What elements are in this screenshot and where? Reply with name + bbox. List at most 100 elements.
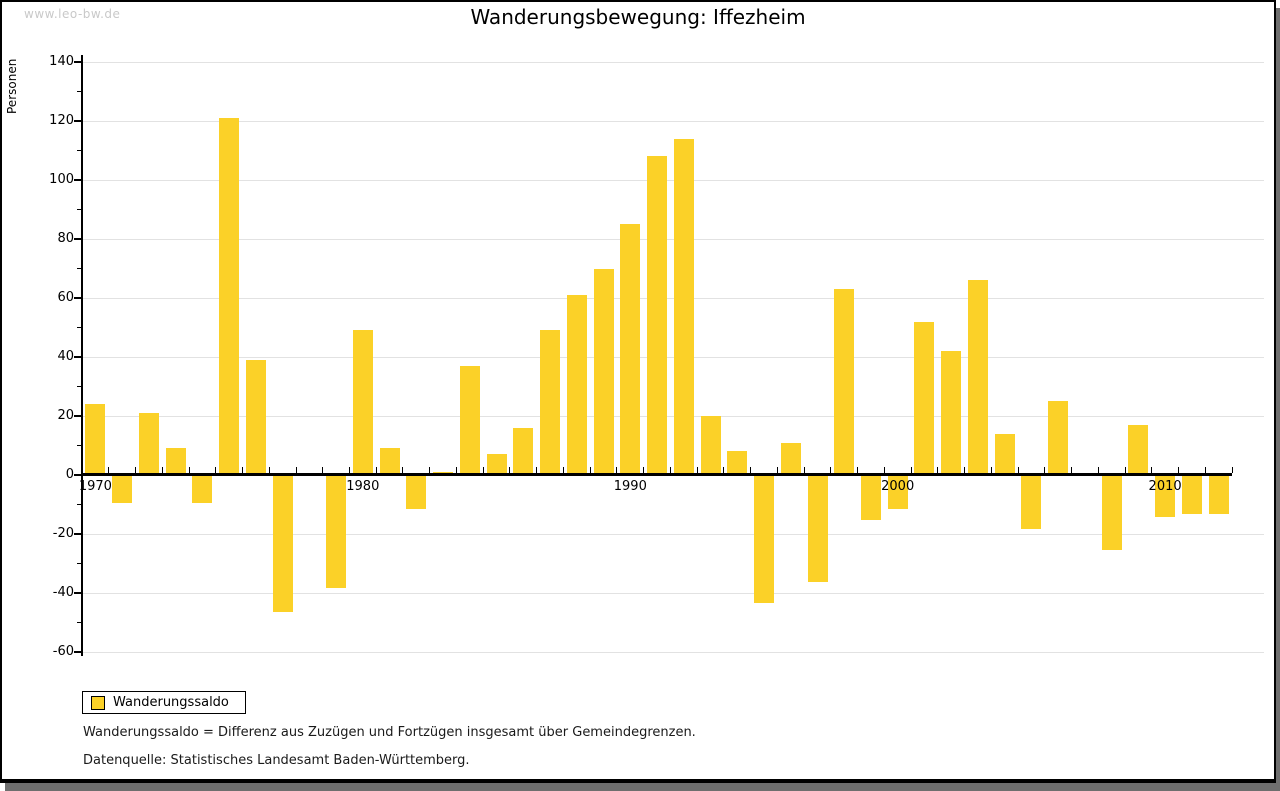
x-tick xyxy=(402,467,404,473)
y-tick-minor xyxy=(77,445,81,446)
bar xyxy=(486,454,507,476)
y-tick-label: 20 xyxy=(57,408,74,423)
bar xyxy=(861,476,881,521)
x-tick xyxy=(990,467,992,473)
x-tick xyxy=(669,467,671,473)
bar xyxy=(1101,476,1122,550)
gridline xyxy=(82,415,1264,417)
x-tick xyxy=(857,467,859,473)
x-tick xyxy=(1178,467,1179,473)
legend: Wanderungssaldo xyxy=(82,691,246,714)
y-tick-minor xyxy=(77,268,81,269)
gridline xyxy=(82,651,1264,653)
y-tick-label: -60 xyxy=(52,644,74,659)
plot-area: 140 120 100 80 60 40 20 0 -20 -40 -60 1970 1980 1990 2… xyxy=(49,54,1264,659)
bar xyxy=(112,476,133,503)
x-tick-label: 1970 xyxy=(78,479,112,494)
bar xyxy=(967,280,988,475)
y-tick-label: 60 xyxy=(57,290,74,305)
y-tick-minor xyxy=(77,209,81,210)
legend-label: Wanderungssaldo xyxy=(113,695,229,710)
x-tick xyxy=(322,467,324,473)
x-tick xyxy=(215,467,217,473)
bar xyxy=(754,476,774,603)
y-tick-major xyxy=(74,533,81,535)
y-tick-label: -40 xyxy=(52,585,74,600)
y-tick-label: -20 xyxy=(52,526,74,541)
bar xyxy=(1128,424,1149,476)
bar xyxy=(566,295,587,475)
bar xyxy=(165,448,186,475)
bar xyxy=(1155,476,1176,518)
bar xyxy=(138,413,159,476)
x-tick xyxy=(696,467,698,473)
y-tick-minor xyxy=(77,91,81,92)
x-tick xyxy=(509,467,511,473)
gridline xyxy=(82,297,1264,299)
bar xyxy=(379,448,400,475)
bar xyxy=(647,156,667,475)
gridline xyxy=(82,61,1264,63)
y-tick-minor xyxy=(77,327,81,328)
x-tick xyxy=(1071,467,1072,473)
y-tick-major xyxy=(74,120,81,122)
x-tick xyxy=(455,467,457,473)
x-tick xyxy=(108,467,110,473)
x-tick-label: 1990 xyxy=(613,479,647,494)
footnote-definition: Wanderungssaldo = Differenz aus Zuzügen … xyxy=(83,725,696,740)
x-tick xyxy=(964,467,966,473)
y-tick-minor xyxy=(77,563,81,564)
x-tick xyxy=(482,467,484,473)
bar xyxy=(887,476,908,509)
x-tick xyxy=(910,467,912,473)
y-tick-major xyxy=(74,61,81,63)
x-tick xyxy=(1231,467,1233,473)
bar xyxy=(85,404,106,475)
gridline xyxy=(82,592,1264,594)
bar xyxy=(219,118,240,475)
x-tick xyxy=(803,467,805,473)
x-axis-line xyxy=(82,473,1232,476)
x-tick xyxy=(1017,467,1019,473)
y-tick-major xyxy=(74,356,81,358)
x-tick xyxy=(643,467,645,473)
x-tick xyxy=(536,467,538,473)
bar xyxy=(459,365,480,476)
bar xyxy=(1048,401,1069,476)
x-tick xyxy=(161,467,163,473)
footnote-source: Datenquelle: Statistisches Landesamt Bad… xyxy=(83,753,470,768)
bar xyxy=(1021,476,1042,530)
x-tick xyxy=(616,467,618,473)
x-tick xyxy=(750,467,752,473)
y-tick-minor xyxy=(77,504,81,505)
y-tick-major xyxy=(74,415,81,417)
gridline xyxy=(82,356,1264,358)
x-tick xyxy=(1151,467,1153,473)
y-axis-label: Personen xyxy=(5,58,19,114)
x-tick-label: 2010 xyxy=(1148,479,1182,494)
y-tick-minor xyxy=(77,622,81,623)
bar xyxy=(245,359,266,475)
chart-title: Wanderungsbewegung: Iffezheim xyxy=(470,5,806,29)
x-tick xyxy=(81,467,83,473)
bar xyxy=(352,330,373,475)
bar xyxy=(272,476,293,612)
bar xyxy=(807,476,828,583)
y-axis-line xyxy=(81,55,83,656)
watermark: www.leo-bw.de xyxy=(24,7,121,21)
gridline xyxy=(82,533,1264,535)
x-tick-label: 1980 xyxy=(346,479,380,494)
bar xyxy=(513,427,534,475)
y-tick-major xyxy=(74,179,81,181)
bar xyxy=(192,476,213,503)
legend-swatch-icon xyxy=(91,696,105,710)
x-tick xyxy=(589,467,591,473)
bar xyxy=(914,321,935,475)
x-tick-label: 2000 xyxy=(881,479,915,494)
x-tick xyxy=(776,467,778,473)
x-tick xyxy=(1097,467,1099,473)
x-tick xyxy=(429,467,431,473)
bar xyxy=(700,416,721,475)
y-tick-major xyxy=(74,592,81,594)
y-tick-label: 100 xyxy=(49,172,74,187)
